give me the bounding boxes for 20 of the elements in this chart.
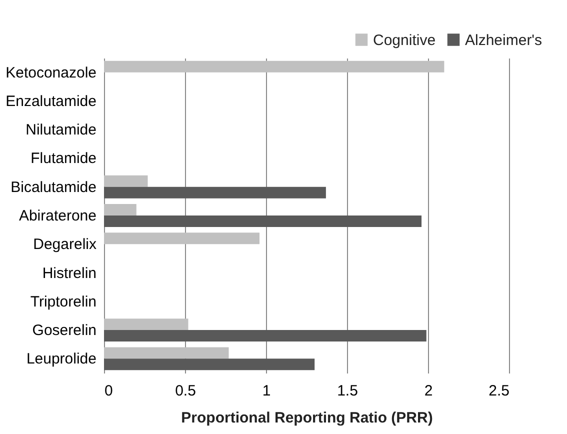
y-tick-label: Bicalutamide xyxy=(10,178,96,196)
y-tick-label: Flutamide xyxy=(30,150,96,168)
x-tick-label: 2.5 xyxy=(488,382,510,400)
y-tick-label: Goserelin xyxy=(32,322,96,340)
y-tick-label: Degarelix xyxy=(33,236,97,254)
y-tick-label: Leuprolide xyxy=(26,350,96,368)
y-tick-label: Abiraterone xyxy=(18,208,96,224)
x-tick-label: 1 xyxy=(262,382,271,400)
x-tick-label: 2 xyxy=(424,382,433,400)
x-tick-label: 0.5 xyxy=(175,382,196,400)
x-tick-label: 1.5 xyxy=(337,382,358,400)
y-tick-label: Ketoconazole xyxy=(6,64,96,82)
legend-label: Cognitive xyxy=(373,32,436,49)
x-axis-title: Proportional Reporting Ratio (PRR) xyxy=(181,410,433,426)
x-tick-label: 0 xyxy=(104,382,113,400)
y-tick-label: Enzalutamide xyxy=(6,92,96,110)
y-tick-label: Nilutamide xyxy=(26,122,96,139)
y-tick-label: Histrelin xyxy=(42,264,96,282)
legend-label: Alzheimer's xyxy=(465,32,542,49)
y-tick-label: Triptorelin xyxy=(30,293,96,310)
